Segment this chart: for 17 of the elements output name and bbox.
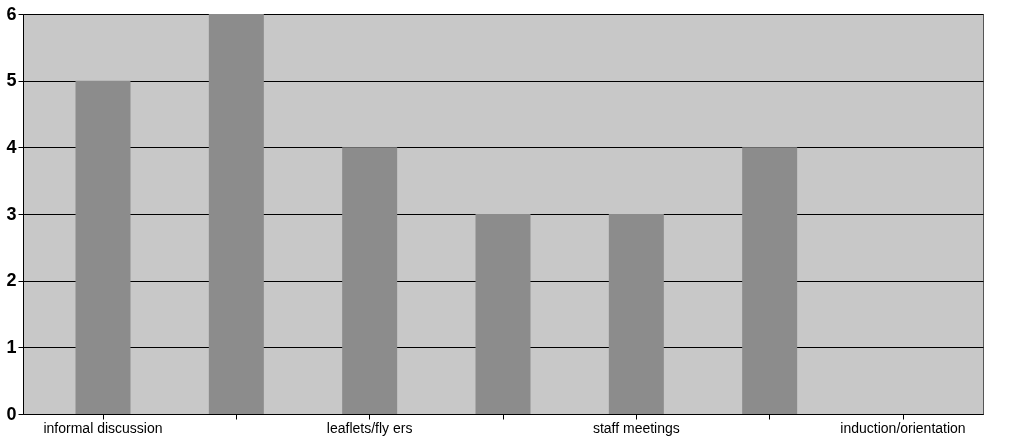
y-tick-label: 1 xyxy=(6,336,17,357)
bar xyxy=(475,214,531,414)
y-tick-label: 2 xyxy=(6,270,17,291)
x-tick-label: induction/orientation xyxy=(840,419,966,436)
x-tick-label: leaflets/fly ers xyxy=(326,419,413,436)
y-tick-label: 5 xyxy=(6,70,17,91)
bar xyxy=(75,80,131,414)
y-tick-label: 6 xyxy=(6,3,17,24)
bar xyxy=(608,214,664,414)
x-tick-label: informal discussion xyxy=(43,419,163,436)
bar xyxy=(742,147,798,414)
x-tick-label: staff meetings xyxy=(592,419,680,436)
y-tick-label: 0 xyxy=(6,403,17,424)
y-tick-label: 4 xyxy=(6,136,17,157)
bar xyxy=(342,147,398,414)
bar xyxy=(208,14,264,414)
y-tick-label: 3 xyxy=(6,203,17,224)
